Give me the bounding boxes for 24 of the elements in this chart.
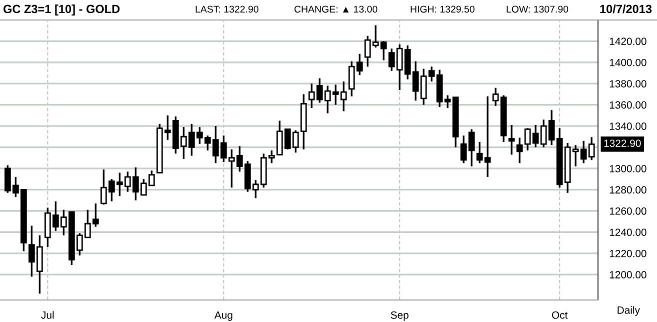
y-tick-label: 1400.00 [610, 58, 646, 66]
x-tick-label: Sep [390, 311, 408, 321]
x-tick-label: Aug [214, 311, 232, 321]
text: HIGH: 1329.50 [410, 6, 474, 13]
y-tick-label: 1260.00 [610, 207, 646, 215]
text: 1322.90 [604, 140, 641, 147]
x-tick-label: Jul [41, 311, 54, 319]
text: CHANGE: ▲ 13.00 [294, 6, 378, 13]
y-tick-label: 1380.00 [610, 80, 646, 88]
y-tick-label: 1300.00 [610, 164, 646, 172]
text: Daily [618, 306, 640, 316]
y-tick-label: 1420.00 [610, 38, 646, 46]
y-tick-label: 1240.00 [610, 228, 646, 236]
y-tick-label: 1200.00 [610, 271, 646, 278]
text: 10/7/2013 [600, 4, 652, 14]
y-tick-label: 1280.00 [610, 186, 646, 194]
y-tick-label: 1220.00 [610, 250, 646, 258]
text: LAST: 1322.90 [196, 6, 258, 13]
x-tick-label: Oct [552, 311, 568, 319]
y-tick-label: 1360.00 [610, 101, 646, 109]
candlestick [508, 124, 515, 156]
chart-title: GC Z3=1 [10] - GOLD [3, 4, 120, 16]
y-tick-label: 1340.00 [610, 122, 646, 130]
text: LOW: 1307.90 [506, 6, 568, 13]
